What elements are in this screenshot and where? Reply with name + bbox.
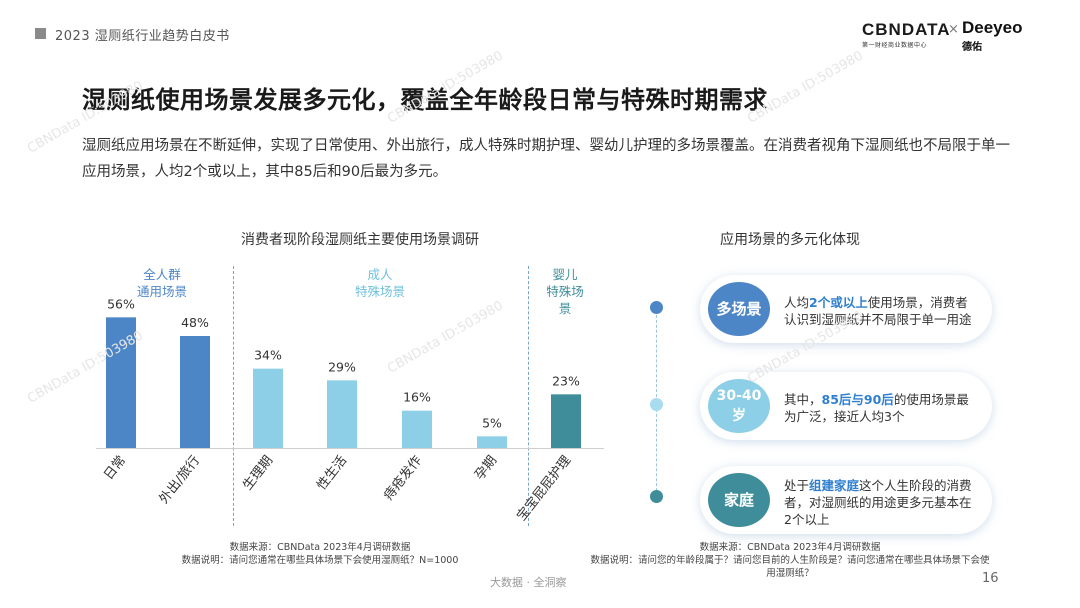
right-source-line2: 数据说明：请问您的年龄段属于？请问您目前的人生阶段是？请问您通常在哪些具体场景下…: [590, 555, 990, 566]
right-data-source: 数据来源：CBNData 2023年4月调研数据 数据说明：请问您的年龄段属于？…: [560, 541, 1020, 580]
bar-value-label: 29%: [328, 359, 356, 374]
page-number: 16: [982, 571, 999, 586]
category-label: 外出/旅行: [157, 453, 204, 507]
group-label-adult: 成人 特殊场景: [330, 266, 430, 300]
bar-7: [551, 394, 581, 448]
bar-3: [253, 368, 283, 448]
group-divider-2: [528, 266, 529, 526]
bar-value-label: 48%: [181, 315, 209, 330]
bar-value-label: 56%: [107, 296, 135, 311]
group-label-adult-line1: 成人: [367, 267, 393, 282]
left-data-source: 数据来源：CBNData 2023年4月调研数据 数据说明：请问您通常在哪些具体…: [140, 541, 500, 567]
group-label-baby-line3: 景: [558, 301, 572, 316]
card-1-text: 人均2个或以上使用场景，消费者 认识到湿厕纸并不局限于单一用途: [784, 295, 972, 327]
header-square-marker: [35, 28, 46, 39]
badge-multi-scene: 多场景: [708, 282, 770, 336]
cbndata-logo: CBNDATA: [862, 20, 951, 39]
card-3-text: 处于组建家庭这个人生阶段的消费 者，对湿厕纸的用途更多元基本在 2个以上: [784, 478, 972, 527]
category-label: 孕期: [472, 453, 500, 483]
bar-value-label: 23%: [552, 373, 580, 388]
card-2-text: 其中，85后与90后的使用场景最 为广泛，接近人均3个: [784, 392, 969, 424]
badge-family: 家庭: [708, 473, 770, 527]
category-label: 生理期: [240, 453, 276, 493]
timeline-dot-1: [650, 301, 663, 314]
page-title: 湿厕纸使用场景发展多元化，覆盖全年龄段日常与特殊时期需求: [82, 86, 768, 114]
category-label: 日常: [101, 453, 129, 483]
category-label: 性生活: [314, 453, 350, 493]
group-label-general: 全人群 通用场景: [112, 266, 212, 300]
badge-age-line1: 30-40: [716, 388, 762, 404]
bar-value-label: 5%: [482, 415, 502, 430]
group-label-baby-line1: 婴儿: [552, 267, 578, 282]
bar-4: [327, 380, 357, 448]
group-label-baby: 婴儿 特殊场 景: [535, 266, 595, 317]
bar-value-label: 34%: [254, 348, 282, 363]
badge-age-30-40: 30-40 岁: [708, 379, 770, 433]
group-label-adult-line2: 特殊场景: [354, 284, 405, 299]
bar-5: [402, 410, 432, 448]
deeyeo-logo: Deeyeo: [962, 18, 1023, 37]
chart-title: 消费者现阶段湿厕纸主要使用场景调研: [241, 232, 479, 248]
timeline-dot-2: [650, 398, 663, 411]
deeyeo-logo-subtitle: 德佑: [962, 42, 982, 53]
card-3-highlight: 组建家庭: [809, 478, 860, 493]
intro-paragraph: 湿厕纸应用场景在不断延伸，实现了日常使用、外出旅行，成人特殊时期护理、婴幼儿护理…: [82, 138, 1010, 180]
group-label-baby-line2: 特殊场: [546, 284, 584, 299]
bar-value-label: 16%: [403, 390, 431, 405]
group-label-general-line2: 通用场景: [136, 284, 187, 299]
chart-baseline: [96, 448, 604, 449]
bar-6: [477, 436, 507, 448]
logo-separator: ×: [948, 22, 959, 37]
right-panel-title: 应用场景的多元化体现: [720, 232, 860, 248]
bar-1: [106, 317, 136, 448]
group-divider-1: [233, 266, 234, 526]
left-source-line1: 数据来源：CBNData 2023年4月调研数据: [229, 542, 411, 553]
category-label: 痔疮发作: [381, 453, 426, 504]
cbndata-logo-subtitle: 第一财经商业数据中心: [862, 42, 928, 49]
timeline-dot-3: [650, 490, 663, 503]
right-source-line1: 数据来源：CBNData 2023年4月调研数据: [699, 542, 881, 553]
group-label-general-line1: 全人群: [143, 267, 181, 282]
report-title: 2023 湿厕纸行业趋势白皮书: [55, 29, 230, 44]
bar-2: [180, 336, 210, 448]
left-source-line2: 数据说明：请问您通常在哪些具体场景下会使用湿厕纸？N=1000: [181, 555, 459, 566]
bar-chart: 56% 日常 48% 外出/旅行 34% 生理期 29% 性生活 16% 痔疮发作 5% 孕期 23% 宝…: [101, 296, 581, 524]
badge-age-line2: 岁: [732, 408, 746, 424]
card-1-highlight: 2个或以上: [809, 295, 868, 310]
right-source-line3: 用湿厕纸？: [766, 568, 814, 579]
footer-slogan: 大数据 · 全洞察: [490, 576, 567, 589]
category-label: 宝宝屁屁护理: [514, 453, 574, 524]
card-2-highlight: 85后与90后: [821, 392, 894, 407]
